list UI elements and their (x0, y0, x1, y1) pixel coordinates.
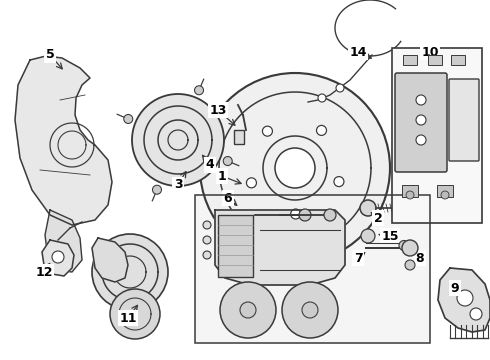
Circle shape (282, 282, 338, 338)
Circle shape (195, 86, 203, 95)
Bar (402, 185, 418, 197)
FancyBboxPatch shape (395, 73, 447, 172)
Circle shape (416, 95, 426, 105)
Circle shape (110, 289, 160, 339)
Polygon shape (215, 210, 345, 285)
Polygon shape (45, 210, 82, 272)
Circle shape (334, 177, 344, 186)
Bar (428, 55, 442, 65)
Text: 15: 15 (381, 230, 399, 243)
Circle shape (240, 302, 256, 318)
Circle shape (203, 251, 211, 259)
Circle shape (402, 240, 418, 256)
Circle shape (52, 251, 64, 263)
Text: 4: 4 (206, 158, 215, 171)
Circle shape (291, 209, 301, 219)
Bar (234, 130, 244, 144)
Circle shape (246, 178, 256, 188)
Bar (451, 55, 465, 65)
Circle shape (470, 308, 482, 320)
Polygon shape (92, 238, 128, 282)
Text: 6: 6 (224, 192, 232, 204)
Text: 3: 3 (173, 179, 182, 192)
Circle shape (324, 209, 336, 221)
Circle shape (223, 157, 232, 166)
Circle shape (416, 135, 426, 145)
Circle shape (318, 94, 326, 102)
Circle shape (317, 125, 326, 135)
Circle shape (299, 209, 311, 221)
Text: 8: 8 (416, 252, 424, 265)
Circle shape (203, 236, 211, 244)
Circle shape (302, 302, 318, 318)
Circle shape (399, 240, 409, 251)
Circle shape (336, 84, 344, 92)
Bar (403, 55, 417, 65)
FancyBboxPatch shape (449, 79, 479, 161)
Circle shape (360, 200, 376, 216)
Bar (218, 215, 253, 277)
Circle shape (124, 114, 133, 123)
Text: 2: 2 (374, 211, 382, 225)
Circle shape (132, 94, 224, 186)
Circle shape (152, 185, 162, 194)
Circle shape (263, 126, 272, 136)
Polygon shape (42, 240, 74, 276)
Circle shape (416, 115, 426, 125)
Circle shape (406, 191, 414, 199)
Polygon shape (438, 268, 490, 332)
Text: 11: 11 (119, 311, 137, 324)
Text: 12: 12 (35, 266, 53, 279)
Circle shape (457, 290, 473, 306)
Polygon shape (15, 56, 112, 225)
Bar (437, 185, 453, 197)
Text: 10: 10 (421, 45, 439, 58)
Circle shape (92, 234, 168, 310)
Circle shape (203, 221, 211, 229)
Text: 1: 1 (218, 170, 226, 183)
Text: 13: 13 (209, 104, 227, 117)
Circle shape (405, 260, 415, 270)
Bar (195, 195, 430, 343)
Circle shape (441, 191, 449, 199)
Text: 14: 14 (349, 45, 367, 58)
Circle shape (361, 229, 375, 243)
Circle shape (220, 282, 276, 338)
Circle shape (200, 73, 390, 263)
Text: 5: 5 (46, 49, 54, 62)
Text: 9: 9 (451, 282, 459, 294)
Bar (392, 48, 482, 223)
Bar (195, 195, 430, 343)
Text: 7: 7 (354, 252, 363, 265)
Circle shape (275, 148, 315, 188)
